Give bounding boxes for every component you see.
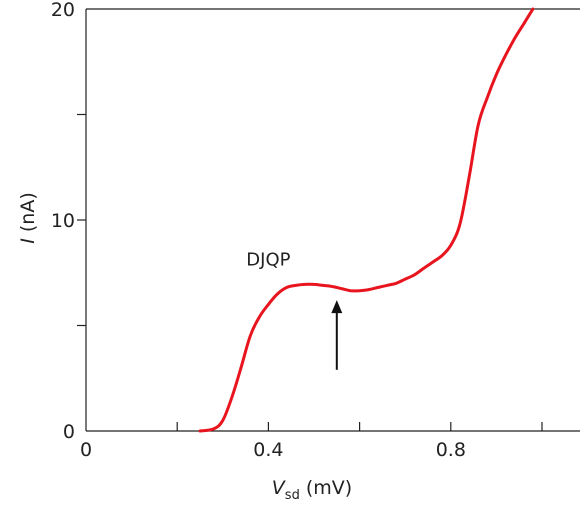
y-axis-label: I (nA) [17, 192, 39, 244]
arrow-head [331, 300, 343, 314]
x-axis-label-main: V [272, 477, 287, 499]
series-line-0 [198, 7, 535, 433]
y-tick-label-2: 10 [51, 210, 75, 232]
x-tick-label-2: 0.4 [253, 439, 283, 461]
x-axis-label: Vsd (mV) [272, 477, 352, 503]
x-tick-label-4: 0.8 [436, 439, 466, 461]
annotation-djqp: DJQP [246, 249, 290, 270]
y-tick-label-4: 20 [51, 0, 75, 21]
annotation-arrow [331, 300, 343, 370]
x-axis-label-sub: sd [285, 488, 300, 503]
x-ticks: 0 0.4 0.8 [80, 422, 543, 461]
y-tick-label-0: 0 [63, 421, 75, 443]
y-axis-label-main: I [17, 238, 39, 244]
x-axis-label-unit: (mV) [300, 477, 352, 499]
y-ticks: 0 10 20 [51, 0, 86, 443]
x-tick-label-0: 0 [80, 439, 92, 461]
y-axis-label-unit: (nA) [17, 192, 39, 238]
